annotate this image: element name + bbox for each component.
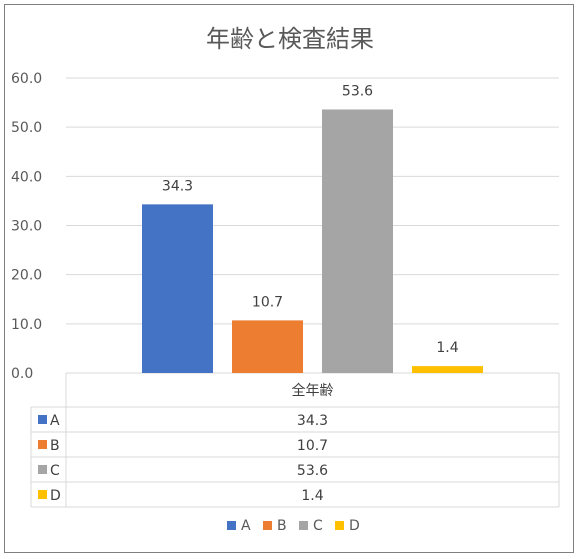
data-label-D: 1.4: [436, 340, 458, 356]
chart-frame: [4, 4, 574, 553]
table-legend-key-A: [38, 415, 47, 424]
y-tick-label: 30.0: [11, 219, 42, 235]
table-value: 1.4: [301, 488, 323, 504]
data-label-B: 10.7: [252, 294, 283, 310]
table-series-name: B: [50, 438, 60, 454]
legend-key-B: [263, 521, 272, 530]
y-tick-label: 10.0: [11, 317, 42, 333]
table-value: 10.7: [297, 438, 328, 454]
data-labels: 34.3 10.7 53.6 1.4: [162, 83, 459, 356]
table-series-name: D: [50, 488, 61, 504]
legend-label-D: D: [349, 518, 360, 534]
data-label-A: 34.3: [162, 178, 193, 194]
data-table: 全年齢 A 34.3 B 10.7 C 53.6 D 1.4: [30, 373, 560, 508]
bar-C: [322, 109, 393, 373]
legend-key-A: [227, 521, 236, 530]
data-label-C: 53.6: [342, 83, 373, 99]
bar-A: [142, 204, 213, 373]
y-tick-label: 0.0: [11, 366, 33, 382]
table-legend-key-C: [38, 465, 47, 474]
bar-D: [412, 366, 483, 373]
legend-key-D: [335, 521, 344, 530]
legend-label-A: A: [241, 518, 251, 534]
table-series-name: A: [50, 413, 60, 429]
y-tick-label: 50.0: [11, 120, 42, 136]
table-legend-key-D: [38, 490, 47, 499]
table-value: 34.3: [297, 413, 328, 429]
bar-B: [232, 320, 303, 373]
table-value: 53.6: [297, 463, 328, 479]
table-category-header: 全年齢: [292, 382, 334, 399]
legend: A B C D: [227, 518, 360, 534]
gridlines: [66, 77, 559, 374]
y-tick-label: 40.0: [11, 169, 42, 185]
y-axis-ticks: 0.0 10.0 20.0 30.0 40.0 50.0 60.0: [11, 71, 42, 382]
legend-key-C: [299, 521, 308, 530]
legend-label-B: B: [277, 518, 287, 534]
chart-title: 年齢と検査結果: [206, 25, 374, 53]
table-legend-key-B: [38, 440, 47, 449]
y-tick-label: 60.0: [11, 71, 42, 87]
y-tick-label: 20.0: [11, 268, 42, 284]
bars: [142, 109, 483, 373]
legend-label-C: C: [313, 518, 323, 534]
table-series-name: C: [50, 463, 60, 479]
